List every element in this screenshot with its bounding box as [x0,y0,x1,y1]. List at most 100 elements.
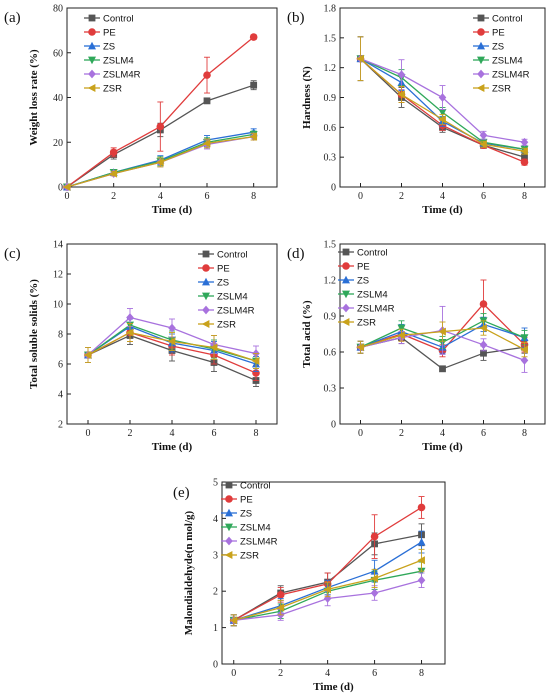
x-tick-label: 0 [231,668,236,679]
legend-marker [342,262,350,270]
legend-label: PE [240,495,253,506]
data-point [438,115,446,124]
y-axis-label: Malondialdehyde(n mol/g) [183,510,195,635]
data-point [276,591,285,599]
legend-label: Control [492,14,523,25]
data-point [520,345,528,354]
legend-marker [225,495,233,503]
data-point [479,324,487,332]
x-tick-label: 0 [358,191,363,202]
x-axis-label: Time (d) [422,204,463,216]
legend-marker [225,508,233,517]
data-point [521,153,528,161]
x-tick-label: 4 [170,428,175,439]
y-tick-label: 0 [331,183,336,194]
legend-marker [202,264,210,272]
legend-label: ZSLM4 [357,290,388,301]
x-tick-label: 4 [440,428,445,439]
legend-label: ZSLM4R [492,70,530,81]
x-tick-label: 0 [358,428,363,439]
y-tick-label: 2 [213,587,218,598]
data-point [126,313,134,322]
data-point [479,300,488,308]
data-point [479,140,487,149]
legend-label: ZS [357,276,369,287]
y-tick-label: 40 [53,93,63,104]
y-tick-label: 20 [53,138,63,149]
y-axis-label: Total acid (%) [301,300,313,368]
legend-label: ZSLM4 [103,56,134,67]
legend: Control PE ZS ZSLM4 ZSLM4R ZSR [198,250,255,331]
x-tick-label: 0 [65,191,70,202]
data-point [370,588,379,598]
legend-label: Control [103,14,134,25]
y-tick-label: 2 [58,420,63,431]
series-zsr [356,320,528,358]
data-point [156,158,164,167]
y-tick-label: 80 [53,4,63,15]
legend-marker [202,250,210,258]
y-tick-label: 0.9 [324,93,337,104]
legend-marker [342,275,350,284]
data-point [209,343,218,352]
x-tick-label: 6 [212,428,217,439]
y-tick-label: 0 [331,420,336,431]
data-point [203,97,211,105]
y-tick-label: 0 [213,660,218,671]
data-point [125,328,134,337]
legend-marker [477,41,485,50]
x-tick-label: 2 [399,191,404,202]
x-tick-label: 8 [251,191,256,202]
x-tick-label: 4 [325,668,330,679]
data-point [520,147,528,156]
y-tick-label: 60 [53,48,63,59]
data-point [438,93,447,102]
data-point [229,616,238,625]
x-tick-label: 8 [522,428,527,439]
y-tick-label: 0.3 [324,153,337,164]
data-point [438,327,446,336]
legend-label: ZS [217,278,229,289]
panel-label: (e) [173,485,190,501]
data-point [397,90,405,99]
legend-label: Control [240,481,271,492]
y-tick-label: 0.6 [324,348,337,359]
data-point [356,54,364,63]
chart-panel-5: 0 2 4 6 8 0 1 2 3 4 5 Time (d) Malondialdehyde(n mol… [173,478,446,693]
data-point [249,33,258,41]
chart-panel-3: 0 2 4 6 8 2 4 6 8 10 12 14 Time (d) Total soluble sol… [4,240,278,453]
series-zsr [356,36,528,156]
panel-label: (b) [287,10,305,26]
legend-marker [342,290,350,299]
data-point [479,130,488,140]
data-point [417,503,426,512]
data-point [356,343,364,352]
legend-label: ZSLM4R [217,306,255,317]
legend-label: ZSR [217,320,236,331]
legend-marker [202,292,210,301]
data-point [202,139,211,148]
legend-label: ZSLM4 [240,523,271,534]
legend-label: ZSR [492,84,511,95]
x-tick-label: 6 [481,428,486,439]
data-point [109,148,118,157]
legend-marker [88,14,96,22]
data-point [370,574,378,583]
data-point [251,357,260,365]
plot-frame [66,7,278,188]
legend-marker [88,69,96,79]
series-pe [229,496,426,627]
data-point [250,81,258,89]
y-tick-label: 0 [58,183,63,194]
data-point [439,365,446,373]
legend-label: Control [217,250,248,261]
legend-label: ZSLM4 [217,292,248,303]
y-tick-label: 1.5 [324,240,337,251]
y-axis-label: Hardness (N) [301,66,313,129]
x-tick-label: 8 [254,428,259,439]
x-tick-label: 4 [158,191,163,202]
data-point [397,324,406,333]
y-tick-label: 1.2 [324,63,337,74]
